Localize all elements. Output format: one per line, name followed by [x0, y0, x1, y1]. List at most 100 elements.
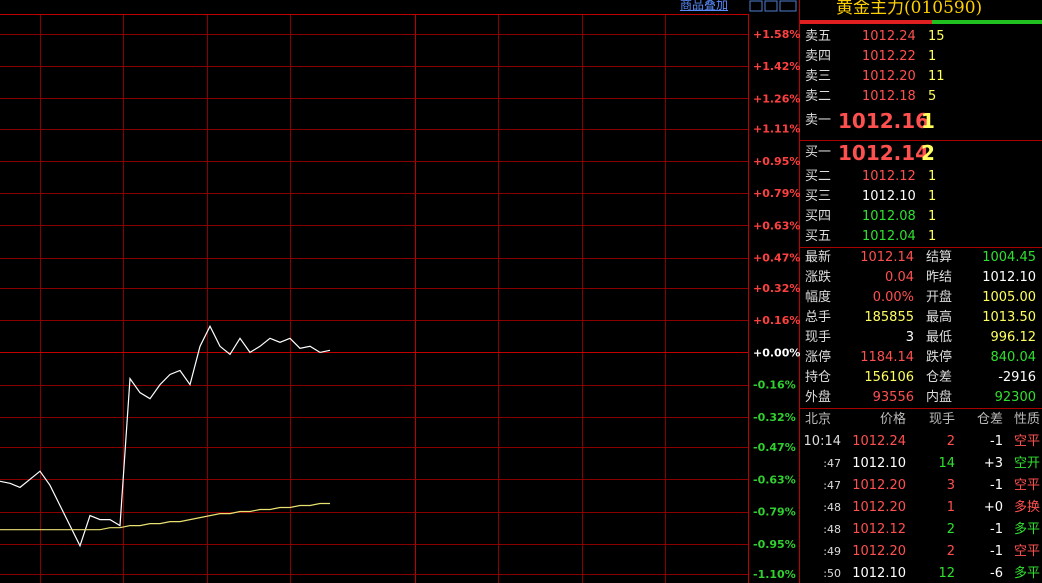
book-label: 卖五 — [805, 29, 832, 44]
ask-price: 1012.20 — [862, 69, 916, 84]
trade-nature: 多平 — [1013, 522, 1040, 537]
book-label: 卖四 — [805, 49, 832, 64]
stat-label: 外盘 — [805, 390, 832, 405]
trade-time: :48 — [823, 501, 841, 514]
book-label: 买四 — [805, 209, 832, 224]
bid-volume: 1 — [928, 189, 937, 204]
stat-value: 0.04 — [885, 270, 914, 285]
ask-volume: 11 — [928, 69, 945, 84]
stat-label: 结算 — [926, 250, 953, 265]
trade-volume: 2 — [946, 434, 955, 449]
y-tick-label: +1.26% — [753, 92, 800, 105]
icon-button[interactable] — [749, 0, 763, 12]
stat-value: 93556 — [872, 390, 914, 405]
vertical-grid — [0, 14, 749, 583]
stat-label: 持仓 — [805, 370, 832, 385]
stat-value: -2916 — [998, 370, 1036, 385]
stat-value: 1184.14 — [860, 350, 914, 365]
y-tick-label: -0.32% — [753, 411, 796, 424]
bid-price: 1012.14 — [838, 141, 930, 165]
bid-volume: 2 — [921, 141, 935, 165]
y-tick-label: +0.79% — [753, 187, 800, 200]
bid-volume: 1 — [928, 209, 937, 224]
y-tick-label: +1.11% — [753, 123, 800, 136]
y-tick-label: -0.63% — [753, 473, 796, 486]
bid-volume: 1 — [928, 169, 937, 184]
stat-value: 1004.45 — [982, 250, 1036, 265]
trade-oi-change: -1 — [990, 478, 1003, 493]
intraday-chart: +1.58% +1.42% +1.26% +1.11% +0.95% +0.79% +0.6… — [0, 0, 800, 583]
book-label: 买三 — [805, 189, 832, 204]
stat-label: 开盘 — [926, 290, 953, 305]
trade-price: 1012.10 — [852, 456, 906, 471]
trade-time: :47 — [823, 457, 841, 470]
instrument-title: 黄金主力(010590) — [836, 0, 983, 18]
trade-nature: 多平 — [1013, 566, 1040, 581]
trade-volume: 12 — [938, 566, 955, 581]
trade-nature: 空平 — [1013, 434, 1040, 449]
trade-oi-change: +0 — [983, 500, 1003, 515]
trade-oi-change: -1 — [990, 522, 1003, 537]
stat-value: 996.12 — [990, 330, 1037, 345]
stat-label: 现手 — [805, 330, 832, 345]
book-label: 买二 — [805, 169, 832, 184]
stat-value: 156106 — [864, 370, 914, 385]
stat-value: 3 — [905, 330, 914, 345]
y-tick-label: -0.79% — [753, 506, 796, 519]
bid-price: 1012.04 — [862, 229, 916, 244]
stat-label: 涨停 — [805, 350, 832, 365]
ask-volume: 15 — [928, 29, 945, 44]
trade-oi-change: -1 — [990, 434, 1003, 449]
overlay-link[interactable]: 商品叠加 — [680, 0, 729, 12]
trade-price: 1012.20 — [852, 478, 906, 493]
trade-volume: 2 — [946, 522, 955, 537]
stat-value: 840.04 — [990, 350, 1037, 365]
y-tick-label: +0.16% — [753, 314, 800, 327]
book-label: 卖一 — [805, 113, 832, 128]
bid-price: 1012.08 — [862, 209, 916, 224]
stat-value: 92300 — [994, 390, 1036, 405]
bid-price: 1012.12 — [862, 169, 916, 184]
stat-value: 1005.00 — [982, 290, 1036, 305]
stat-value: 1013.50 — [982, 310, 1036, 325]
separator — [800, 247, 1042, 248]
ask-volume: 1 — [928, 49, 937, 64]
book-label: 买一 — [805, 145, 832, 160]
icon-button[interactable] — [779, 0, 797, 12]
stat-label: 昨结 — [926, 270, 953, 285]
trade-oi-change: +3 — [983, 456, 1003, 471]
y-tick-label: -0.95% — [753, 538, 796, 551]
ask-volume: 1 — [921, 109, 935, 133]
y-tick-label: -0.47% — [753, 441, 796, 454]
y-tick-label: -0.16% — [753, 379, 796, 392]
ratio-bar-red — [800, 20, 932, 24]
y-tick-label: +0.95% — [753, 155, 800, 168]
ask-volume: 5 — [928, 89, 937, 104]
stat-label: 仓差 — [926, 370, 953, 385]
ask-price: 1012.22 — [862, 49, 916, 64]
trades-header: 北京 — [805, 412, 832, 427]
trades-header: 价格 — [879, 412, 906, 427]
trade-time: :49 — [823, 545, 841, 558]
trades-header: 性质 — [1013, 412, 1040, 427]
y-tick-label: +0.32% — [753, 282, 800, 295]
stat-value: 1012.14 — [860, 250, 914, 265]
trades-header: 仓差 — [976, 412, 1003, 427]
trade-time: 10:14 — [803, 434, 841, 449]
y-tick-label: +0.47% — [753, 252, 800, 265]
trade-price: 1012.10 — [852, 566, 906, 581]
stat-label: 最高 — [926, 310, 953, 325]
trade-price: 1012.20 — [852, 544, 906, 559]
separator — [800, 408, 1042, 409]
price-line — [0, 324, 331, 548]
y-tick-label: +0.63% — [753, 219, 800, 232]
stat-label: 最低 — [926, 330, 953, 345]
book-label: 卖二 — [805, 89, 832, 104]
y-tick-label: +1.58% — [753, 28, 800, 41]
stat-label: 跌停 — [926, 350, 953, 365]
trades-header: 现手 — [928, 412, 955, 427]
icon-button[interactable] — [764, 0, 778, 12]
trade-nature: 空平 — [1013, 544, 1040, 559]
trade-oi-change: -1 — [990, 544, 1003, 559]
